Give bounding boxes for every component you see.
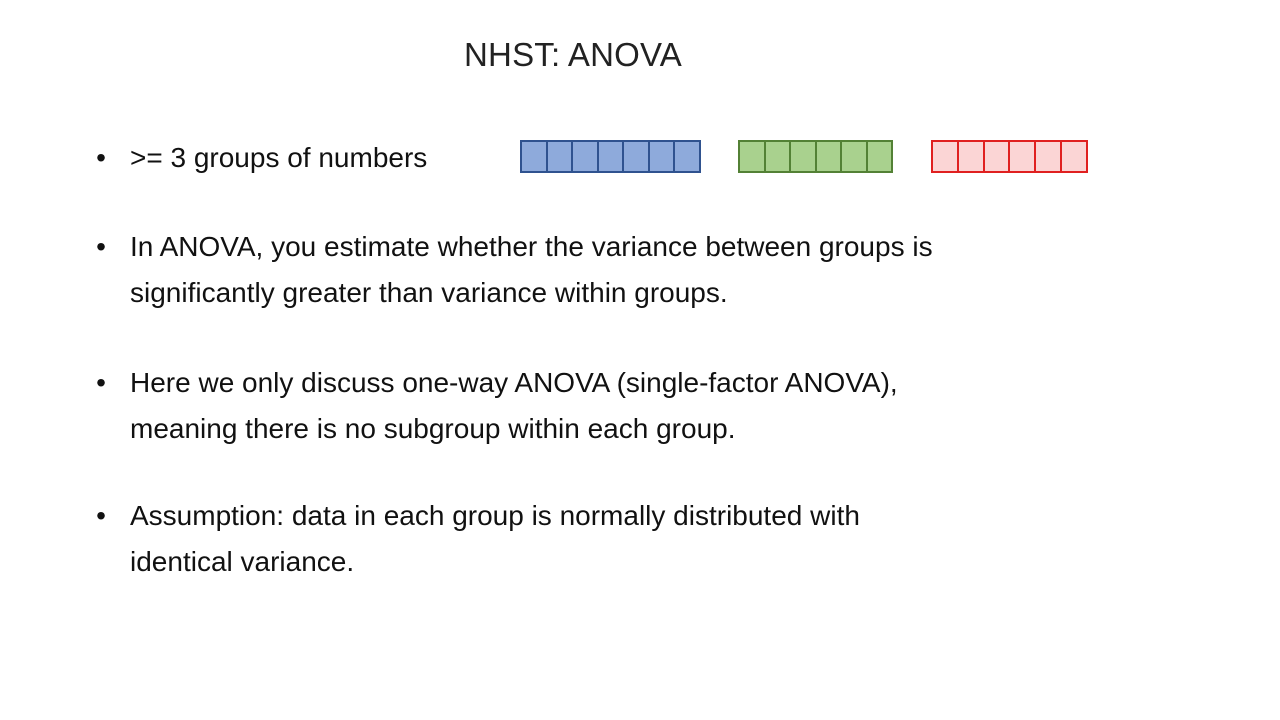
slide-title: NHST: ANOVA <box>464 36 682 73</box>
bullet-line: Here we only discuss one-way ANOVA (sing… <box>130 367 898 398</box>
blue-group-cell <box>599 142 625 171</box>
blue-group-cell <box>573 142 599 171</box>
green-group-cell <box>791 142 817 171</box>
bullet-text-block: Here we only discuss one-way ANOVA (sing… <box>130 360 898 452</box>
bullet-dot: • <box>96 500 106 531</box>
green-group-cell <box>868 142 892 171</box>
blue-group-cell <box>675 142 699 171</box>
red-group-cell <box>1010 142 1037 171</box>
blue-group-cell <box>522 142 548 171</box>
green-group-cell <box>817 142 842 171</box>
bullet-dot: • <box>96 231 106 262</box>
blue-group-cell <box>624 142 650 171</box>
green-group-boxes <box>738 140 893 173</box>
bullet-text: >= 3 groups of numbers <box>130 142 428 173</box>
red-group-cell <box>959 142 985 171</box>
bullet-line: Assumption: data in each group is normal… <box>130 500 860 531</box>
red-group-cell <box>985 142 1011 171</box>
red-group-boxes <box>931 140 1088 173</box>
blue-group-cell <box>548 142 574 171</box>
bullet-text-block: Assumption: data in each group is normal… <box>130 493 860 585</box>
bullet-line: In ANOVA, you estimate whether the varia… <box>130 231 933 262</box>
green-group-cell <box>740 142 766 171</box>
green-group-cell <box>842 142 868 171</box>
bullet-line: meaning there is no subgroup within each… <box>130 413 736 444</box>
red-group-cell <box>1062 142 1086 171</box>
bullet-dot: • <box>96 142 106 173</box>
bullet-line: identical variance. <box>130 546 355 577</box>
bullet-text-block: In ANOVA, you estimate whether the varia… <box>130 224 933 316</box>
bullet-dot: • <box>96 367 106 398</box>
bullet-line: significantly greater than variance with… <box>130 277 728 308</box>
blue-group-boxes <box>520 140 701 173</box>
green-group-cell <box>766 142 791 171</box>
blue-group-cell <box>650 142 676 171</box>
red-group-cell <box>933 142 959 171</box>
red-group-cell <box>1036 142 1063 171</box>
